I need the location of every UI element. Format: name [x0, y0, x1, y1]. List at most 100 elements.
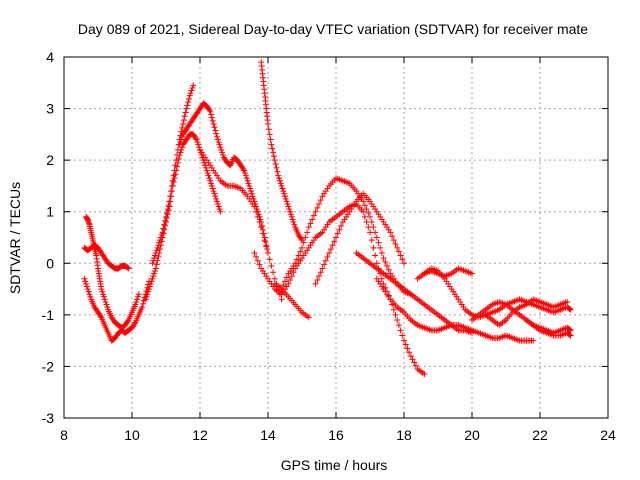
data-point: [215, 139, 222, 146]
data-point: [261, 237, 268, 244]
series-sat-a: [83, 213, 142, 331]
data-point: [312, 280, 319, 287]
data-point: [186, 92, 193, 99]
data-point: [145, 288, 152, 295]
data-point: [153, 261, 160, 268]
data-point: [401, 337, 407, 344]
series-sat-g: [197, 146, 285, 303]
data-point: [564, 298, 571, 305]
data-point: [132, 301, 139, 308]
data-point: [82, 278, 89, 285]
data-point: [217, 208, 224, 215]
data-point: [87, 293, 94, 300]
data-point: [247, 185, 254, 192]
data-point: [286, 206, 293, 213]
data-point: [101, 296, 108, 303]
data-point: [149, 275, 156, 282]
data-point: [292, 260, 299, 267]
data-point: [178, 146, 185, 153]
data-point: [316, 200, 322, 207]
data-point: [258, 224, 265, 231]
data-point: [177, 149, 184, 156]
data-point: [399, 332, 406, 339]
data-point: [259, 222, 266, 229]
data-point: [363, 219, 370, 226]
data-point: [164, 211, 171, 218]
data-point: [287, 208, 294, 215]
data-point: [146, 283, 153, 290]
data-point: [181, 113, 188, 120]
data-point: [265, 121, 271, 128]
data-point: [103, 301, 110, 308]
data-point: [288, 273, 295, 280]
data-point: [304, 229, 311, 236]
data-point: [133, 298, 140, 305]
data-point: [216, 141, 223, 148]
data-point: [146, 286, 152, 293]
data-point: [287, 277, 294, 284]
data-point: [338, 222, 345, 229]
data-point: [244, 177, 251, 184]
data-point: [189, 84, 196, 91]
data-point: [217, 144, 224, 151]
data-point: [166, 203, 173, 210]
data-point: [274, 168, 281, 175]
data-point: [161, 226, 168, 233]
x-tick-label: 10: [124, 427, 140, 443]
data-point: [83, 283, 90, 290]
data-point: [183, 105, 190, 112]
data-point: [394, 317, 401, 324]
data-point: [530, 337, 537, 344]
data-point: [203, 167, 210, 174]
x-tick-label: 18: [396, 427, 412, 443]
x-tick-label: 22: [532, 427, 548, 443]
data-point: [185, 95, 192, 102]
data-point: [378, 275, 385, 282]
data-point: [211, 190, 218, 197]
data-point: [397, 252, 404, 259]
data-point: [401, 260, 407, 267]
data-point: [192, 135, 199, 142]
data-point: [380, 255, 387, 262]
data-point: [266, 256, 273, 263]
data-point: [177, 139, 184, 146]
data-point: [174, 159, 181, 166]
data-point: [373, 260, 380, 267]
data-point: [372, 252, 379, 259]
data-point: [397, 327, 404, 334]
data-point: [242, 172, 249, 179]
data-point: [307, 220, 314, 227]
data-point: [299, 244, 305, 251]
data-point: [185, 99, 192, 106]
data-point: [209, 117, 216, 124]
data-point: [179, 124, 186, 131]
data-point: [277, 180, 284, 187]
data-point: [165, 202, 172, 209]
data-point: [265, 126, 272, 133]
data-point: [322, 257, 329, 264]
data-point: [361, 213, 368, 220]
chart-title: Day 089 of 2021, Sidereal Day-to-day VTE…: [78, 21, 588, 37]
data-point: [210, 121, 217, 128]
data-point: [243, 175, 250, 182]
data-point: [336, 226, 343, 233]
data-point: [314, 204, 321, 211]
data-point: [157, 242, 164, 249]
data-point: [363, 206, 370, 213]
data-point: [368, 219, 375, 226]
series-sat-m: [353, 249, 475, 336]
data-point: [216, 206, 223, 213]
data-point: [297, 248, 304, 255]
series-sat-b: [81, 275, 152, 344]
data-point: [219, 151, 226, 158]
data-point: [213, 195, 220, 202]
data-point: [390, 237, 397, 244]
series-sat-p: [421, 265, 475, 280]
data-point: [276, 175, 283, 182]
data-point: [295, 252, 302, 259]
data-point: [331, 238, 338, 245]
data-point: [266, 131, 273, 138]
data-point: [309, 216, 316, 223]
data-point: [83, 280, 90, 287]
data-point: [207, 108, 214, 115]
